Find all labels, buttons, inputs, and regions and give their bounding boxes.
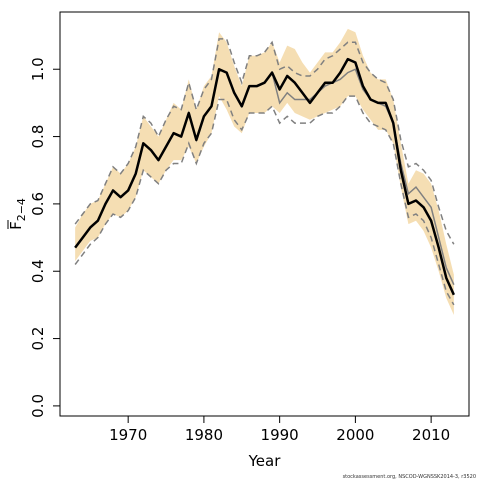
footer-note: stockassessment.org, NSCOD-WGNSSK2014-3,…: [343, 474, 476, 480]
svg-text:F2−4: F2−4: [7, 198, 28, 230]
x-tick-label: 1970: [109, 426, 147, 444]
y-tick-label: 0.4: [29, 259, 47, 283]
y-tick-label: 0.0: [29, 394, 47, 418]
y-axis-label: F2−4: [7, 198, 28, 230]
estimate-line: [74, 57, 455, 296]
y-tick-label: 0.8: [29, 125, 47, 149]
y-tick-label: 1.0: [29, 57, 47, 81]
y-axis: 0.0 0.2 0.4 0.6 0.8 1.0: [29, 57, 60, 418]
x-tick-label: 2010: [412, 426, 450, 444]
x-tick-label: 2000: [336, 426, 374, 444]
y-axis-label-subscript: 2−4: [15, 198, 28, 221]
plot-area: [74, 28, 455, 316]
x-tick-label: 1980: [185, 426, 223, 444]
previous-upper-line: [74, 38, 455, 245]
y-tick-label: 0.2: [29, 327, 47, 351]
y-tick-label: 0.6: [29, 192, 47, 216]
y-axis-label-main: F: [7, 221, 25, 230]
confidence-band: [75, 28, 454, 316]
previous-lower-line: [74, 95, 455, 306]
x-tick-label: 1990: [261, 426, 299, 444]
plot-frame: [59, 11, 470, 417]
x-axis-label: Year: [248, 452, 282, 470]
x-axis: 1970 1980 1990 2000 2010: [109, 416, 450, 444]
